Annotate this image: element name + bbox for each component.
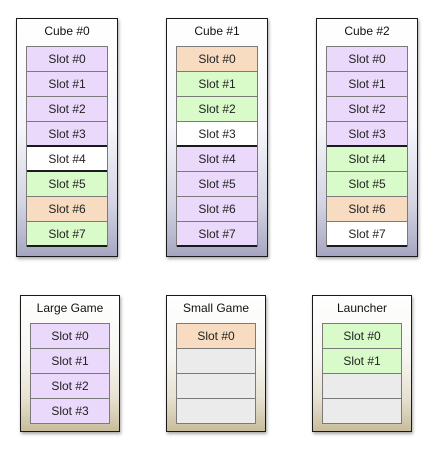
slot-list: Slot #0 Slot #1 Slot #2 Slot #3 Slot #4 … <box>26 46 108 247</box>
slot: Slot #3 <box>27 122 107 147</box>
slot: Slot #1 <box>177 72 257 97</box>
slot: Slot #4 <box>177 147 257 172</box>
slot-list: Slot #0 Slot #1 Slot #2 Slot #3 Slot #4 … <box>176 46 258 247</box>
slot: Slot #2 <box>27 97 107 122</box>
slot: Slot #0 <box>323 324 401 349</box>
large-game-panel: Large Game Slot #0 Slot #1 Slot #2 Slot … <box>20 295 120 432</box>
slot <box>323 399 401 424</box>
slot: Slot #6 <box>27 197 107 222</box>
slot: Slot #4 <box>327 147 407 172</box>
slot: Slot #1 <box>27 72 107 97</box>
slot <box>177 349 255 374</box>
slot-list: Slot #0 Slot #1 Slot #2 Slot #3 Slot #4 … <box>326 46 408 247</box>
slot: Slot #1 <box>31 349 109 374</box>
slot: Slot #7 <box>27 222 107 247</box>
slot: Slot #5 <box>177 172 257 197</box>
slot: Slot #1 <box>327 72 407 97</box>
cube-title: Cube #1 <box>194 24 240 38</box>
slot: Slot #2 <box>31 374 109 399</box>
slot-list: Slot #0 Slot #1 Slot #2 Slot #3 <box>30 323 110 424</box>
slot: Slot #0 <box>327 47 407 72</box>
group-title: Small Game <box>182 301 250 315</box>
slot: Slot #7 <box>177 222 257 247</box>
slot: Slot #0 <box>177 47 257 72</box>
slot: Slot #5 <box>327 172 407 197</box>
launcher-panel: Launcher Slot #0 Slot #1 <box>312 295 412 432</box>
slot: Slot #3 <box>177 122 257 147</box>
slot: Slot #1 <box>323 349 401 374</box>
small-game-panel: Small Game Slot #0 <box>166 295 266 432</box>
slot: Slot #5 <box>27 172 107 197</box>
cube-title: Cube #2 <box>344 24 390 38</box>
cube-title: Cube #0 <box>44 24 90 38</box>
slot: Slot #0 <box>177 324 255 349</box>
slot: Slot #6 <box>177 197 257 222</box>
slot: Slot #0 <box>31 324 109 349</box>
slot-list: Slot #0 Slot #1 <box>322 323 402 424</box>
slot: Slot #0 <box>27 47 107 72</box>
group-title: Large Game <box>36 301 104 315</box>
slot: Slot #6 <box>327 197 407 222</box>
cube-2-panel: Cube #2 Slot #0 Slot #1 Slot #2 Slot #3 … <box>316 18 418 257</box>
cube-0-panel: Cube #0 Slot #0 Slot #1 Slot #2 Slot #3 … <box>16 18 118 257</box>
slot: Slot #2 <box>177 97 257 122</box>
slot: Slot #4 <box>27 147 107 172</box>
slot: Slot #3 <box>31 399 109 424</box>
slot: Slot #2 <box>327 97 407 122</box>
cube-1-panel: Cube #1 Slot #0 Slot #1 Slot #2 Slot #3 … <box>166 18 268 257</box>
slot <box>177 374 255 399</box>
slot <box>177 399 255 424</box>
group-title: Launcher <box>336 301 388 315</box>
slot: Slot #3 <box>327 122 407 147</box>
slot-list: Slot #0 <box>176 323 256 424</box>
slot <box>323 374 401 399</box>
slot: Slot #7 <box>327 222 407 247</box>
